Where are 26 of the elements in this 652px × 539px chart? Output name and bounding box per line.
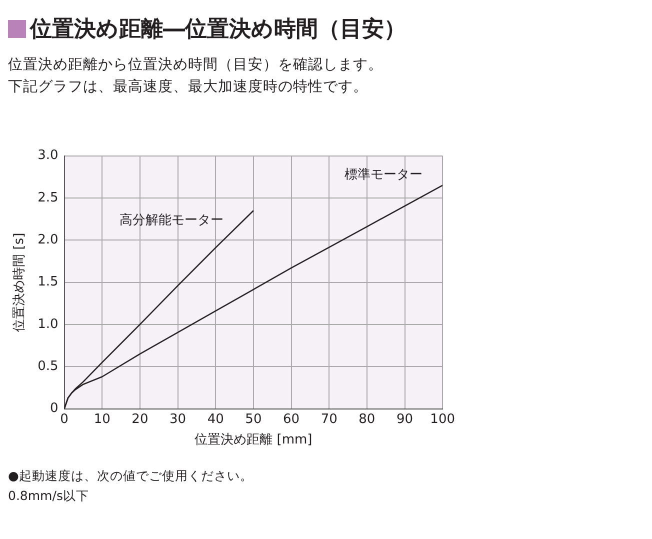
x-tick-label: 100 [430, 412, 456, 427]
chart-title: 位置決め距離―位置決め時間（目安） [30, 16, 406, 44]
series-label: 標準モーター [344, 168, 423, 183]
y-axis-title: 位置決め時間 [s] [12, 232, 28, 332]
x-tick-label: 70 [320, 412, 338, 427]
x-tick-label: 0 [60, 412, 68, 427]
x-tick-label: 20 [132, 412, 148, 427]
x-axis-title: 位置決め距離 [mm] [194, 432, 312, 448]
x-tick-label: 60 [282, 412, 300, 427]
y-tick-label: 1.0 [38, 316, 58, 332]
x-tick-label: 80 [358, 412, 376, 427]
x-tick-label: 40 [207, 412, 224, 427]
y-tick-label: 3.0 [38, 148, 58, 164]
x-tick-label: 30 [169, 412, 186, 427]
y-tick-label: 2.5 [38, 190, 58, 206]
x-tick-label: 50 [245, 412, 262, 427]
y-tick-label: 1.5 [38, 274, 58, 290]
y-tick-label: 0 [50, 401, 58, 416]
y-tick-label: 2.0 [38, 232, 58, 248]
x-tick-label: 90 [396, 412, 414, 427]
text: 0.8mm/s以下 [8, 487, 90, 505]
y-tick-label: 0.5 [38, 359, 58, 374]
chart-subtitle: 位置決め距離から位置決め時間（目安）を確認します。下記グラフは、最高速度、最大加速度時の特性です。 [8, 56, 384, 97]
series-label: 高分解能モーター [119, 212, 224, 228]
x-tick-label: 10 [94, 412, 110, 427]
text: ●起動速度は、次の値でご使用ください。 [8, 467, 254, 485]
